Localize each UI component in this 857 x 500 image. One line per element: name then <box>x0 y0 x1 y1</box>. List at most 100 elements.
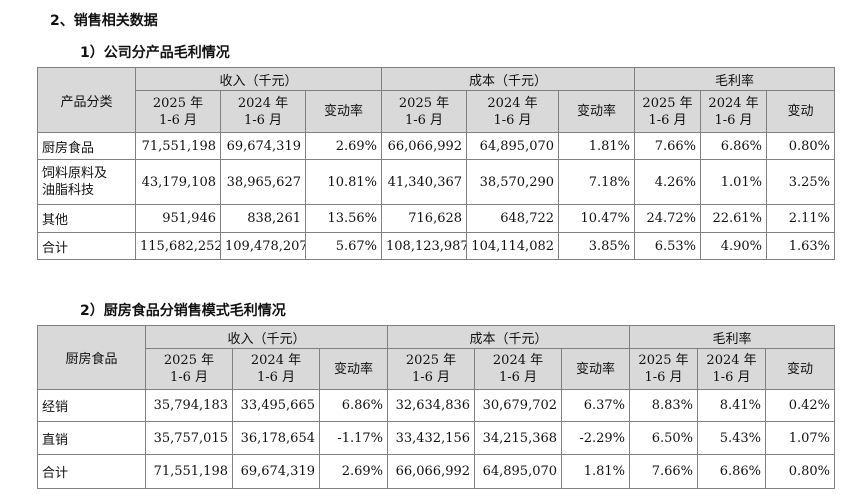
subheader-cell: 2024 年 1-6 月 <box>466 90 560 133</box>
table-cell: 4.26% <box>634 159 702 205</box>
table-cell: 1.81% <box>558 132 636 160</box>
table-subheader-row: 2025 年 1-6 月 2024 年 1-6 月 变动率 2025 年 1-6 月 … <box>37 90 836 133</box>
group-header-revenue: 收入（千元） <box>134 67 383 91</box>
row-label: 合计 <box>37 454 146 489</box>
table-cell: 71,551,198 <box>145 454 233 489</box>
group-header-gross-margin: 毛利率 <box>634 67 836 91</box>
subheader-cell: 2025 年 1-6 月 <box>629 348 699 390</box>
table-cell: 7.66% <box>634 132 702 160</box>
table-row: 厨房食品 71,551,198 69,674,319 2.69% 66,066,… <box>37 132 836 160</box>
subheader-cell: 2024 年 1-6 月 <box>474 348 563 390</box>
table-cell: 34,215,368 <box>474 421 563 455</box>
group-header-gross-margin: 毛利率 <box>629 325 836 349</box>
table-row: 饲料原料及 油脂科技 43,179,108 38,965,627 10.81% 4… <box>37 159 836 205</box>
subheader-cell: 变动率 <box>304 90 383 133</box>
subheader-cell: 2025 年 1-6 月 <box>145 348 233 390</box>
subheader-cell: 2024 年 1-6 月 <box>700 90 768 133</box>
row-label: 厨房食品 <box>37 132 136 160</box>
table-cell: 71,551,198 <box>135 132 221 160</box>
table-cell: 69,674,319 <box>232 454 320 489</box>
table-cell: 2.11% <box>766 204 836 233</box>
table-row: 经销 35,794,183 33,495,665 6.86% 32,634,83… <box>37 389 836 422</box>
table-cell: 6.86% <box>700 132 768 160</box>
row-label: 其他 <box>37 204 136 233</box>
table-cell: 8.83% <box>629 389 699 422</box>
row-label: 饲料原料及 油脂科技 <box>37 159 136 205</box>
table-cell: 33,495,665 <box>232 389 320 422</box>
table-cell: 6.86% <box>697 454 767 489</box>
table-cell: 6.53% <box>634 232 702 260</box>
row-label: 合计 <box>37 232 136 260</box>
table-cell: 69,674,319 <box>220 132 306 160</box>
table-cell: 104,114,082 <box>466 232 560 260</box>
table-cell: 7.66% <box>629 454 699 489</box>
subheader-cell: 变动率 <box>561 348 631 390</box>
table-cell: 64,895,070 <box>466 132 560 160</box>
table2-title: 2）厨房食品分销售模式毛利情况 <box>80 303 286 319</box>
table-cell: 13.56% <box>304 204 383 233</box>
table-total-row: 合计 71,551,198 69,674,319 2.69% 66,066,99… <box>37 454 836 489</box>
table-cell: 3.25% <box>766 159 836 205</box>
table-cell: 66,066,992 <box>381 132 468 160</box>
subheader-cell: 2025 年 1-6 月 <box>135 90 221 133</box>
table-cell: 5.43% <box>697 421 767 455</box>
table-cell: 32,634,836 <box>387 389 476 422</box>
table1-title: 1）公司分产品毛利情况 <box>80 45 230 61</box>
group-header-cost: 成本（千元） <box>381 67 636 91</box>
table-cell: 108,123,987 <box>381 232 468 260</box>
table-cell: 838,261 <box>220 204 306 233</box>
table-cell: 43,179,108 <box>135 159 221 205</box>
group-header-cost: 成本（千元） <box>387 325 631 349</box>
table-cell: 7.18% <box>558 159 636 205</box>
table-cell: 33,432,156 <box>387 421 476 455</box>
table-row: 其他 951,946 838,261 13.56% 716,628 648,72… <box>37 204 836 233</box>
table-cell: 30,679,702 <box>474 389 563 422</box>
subheader-cell: 变动率 <box>558 90 636 133</box>
subheader-cell: 2024 年 1-6 月 <box>697 348 767 390</box>
table-cell: 38,965,627 <box>220 159 306 205</box>
table-cell: 109,478,207 <box>220 232 306 260</box>
table-cell: 41,340,367 <box>381 159 468 205</box>
table-cell: 66,066,992 <box>387 454 476 489</box>
table-row: 直销 35,757,015 36,178,654 -1.17% 33,432,1… <box>37 421 836 455</box>
table-cell: 0.80% <box>765 454 836 489</box>
table-subheader-row: 2025 年 1-6 月 2024 年 1-6 月 变动率 2025 年 1-6 月 … <box>37 348 836 390</box>
table-cell: 10.47% <box>558 204 636 233</box>
table-cell: -2.29% <box>561 421 631 455</box>
row-label: 直销 <box>37 421 146 455</box>
subheader-cell: 2024 年 1-6 月 <box>232 348 320 390</box>
table-cell: 2.69% <box>318 454 389 489</box>
table-cell: 2.69% <box>304 132 383 160</box>
table-cell: 38,570,290 <box>466 159 560 205</box>
table-cell: 35,794,183 <box>145 389 233 422</box>
table-cell: 5.67% <box>304 232 383 260</box>
table-cell: 10.81% <box>304 159 383 205</box>
table-cell: 4.90% <box>700 232 768 260</box>
group-header-revenue: 收入（千元） <box>144 325 389 349</box>
section-title: 2、销售相关数据 <box>50 13 158 29</box>
product-margin-table: 产品分类 收入（千元） 成本（千元） 毛利率 2025 年 1-6 月 2024 … <box>37 67 836 260</box>
table-cell: 1.01% <box>700 159 768 205</box>
subheader-cell: 2025 年 1-6 月 <box>634 90 702 133</box>
row-header: 产品分类 <box>37 67 136 133</box>
table-cell: 35,757,015 <box>145 421 233 455</box>
row-label: 经销 <box>37 389 146 422</box>
table-total-row: 合计 115,682,252 109,478,207 5.67% 108,123… <box>37 232 836 260</box>
table-cell: 716,628 <box>381 204 468 233</box>
table-cell: 64,895,070 <box>474 454 563 489</box>
table-cell: 8.41% <box>697 389 767 422</box>
subheader-cell: 2024 年 1-6 月 <box>220 90 306 133</box>
table-cell: 648,722 <box>466 204 560 233</box>
subheader-cell: 变动 <box>765 348 836 390</box>
row-header: 厨房食品 <box>37 325 146 390</box>
table-cell: 1.63% <box>766 232 836 260</box>
subheader-cell: 2025 年 1-6 月 <box>381 90 468 133</box>
table-cell: 951,946 <box>135 204 221 233</box>
table-cell: 115,682,252 <box>135 232 221 260</box>
table-header-row: 厨房食品 收入（千元） 成本（千元） 毛利率 <box>37 325 836 390</box>
subheader-cell: 变动 <box>766 90 836 133</box>
table-cell: 0.42% <box>765 389 836 422</box>
table-cell: -1.17% <box>318 421 389 455</box>
table-cell: 1.07% <box>765 421 836 455</box>
table-header-row: 产品分类 收入（千元） 成本（千元） 毛利率 <box>37 67 836 133</box>
